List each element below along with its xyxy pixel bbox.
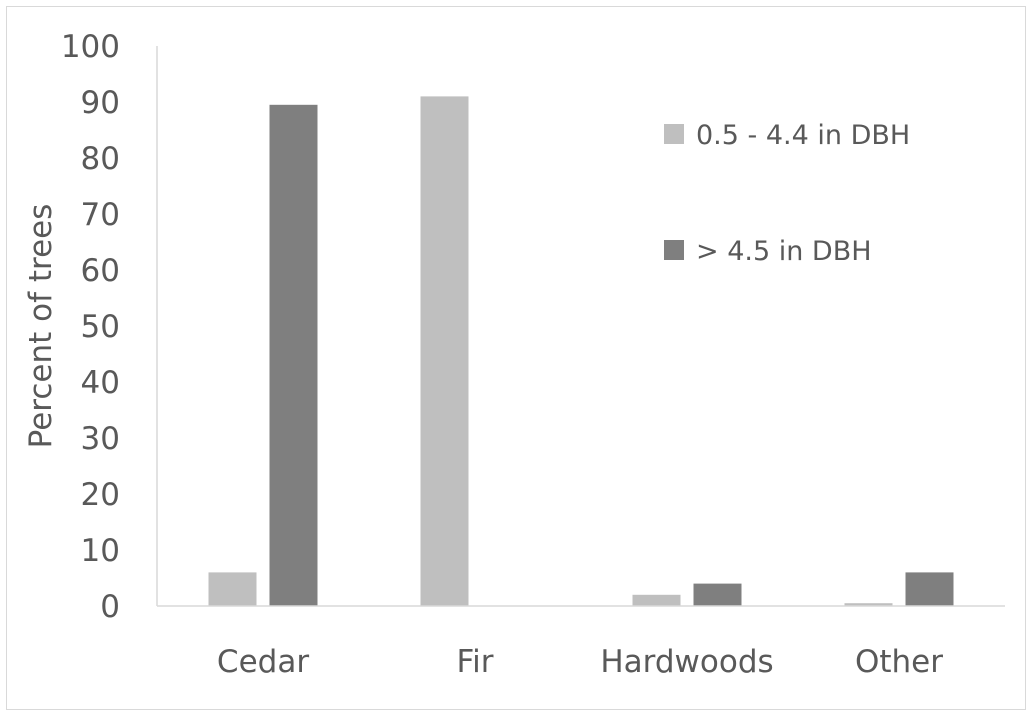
x-tick-label: Hardwoods (600, 644, 773, 680)
x-tick-label: Other (855, 644, 943, 680)
y-axis-title: Percent of trees (23, 204, 59, 449)
y-tick-label: 90 (81, 85, 120, 121)
y-tick-label: 60 (81, 253, 120, 289)
legend: 0.5 - 4.4 in DBH > 4.5 in DBH (664, 120, 910, 267)
y-tick-label: 40 (81, 365, 120, 401)
legend-label-2: > 4.5 in DBH (696, 236, 872, 267)
axes (156, 46, 1005, 607)
legend-swatch-2 (664, 240, 684, 260)
bars (208, 96, 954, 607)
y-axis-ticks: 0 10 20 30 40 50 60 70 80 90 100 (61, 29, 120, 625)
legend-swatch-1 (664, 124, 684, 144)
bar-cedar-series-1 (208, 572, 257, 606)
y-tick-label: 50 (81, 309, 120, 345)
y-axis-title-group: Percent of trees (23, 204, 59, 449)
bar-other-series-1 (844, 603, 893, 606)
y-tick-label: 30 (81, 421, 120, 457)
bar-fir-series-1 (420, 96, 469, 607)
x-tick-label: Fir (457, 644, 494, 680)
y-tick-label: 20 (81, 477, 120, 513)
x-axis-ticks: Cedar Fir Hardwoods Other (217, 644, 943, 680)
y-tick-label: 70 (81, 197, 120, 233)
chart-frame (6, 6, 1026, 710)
x-tick-label: Cedar (217, 644, 309, 680)
legend-label-1: 0.5 - 4.4 in DBH (696, 120, 910, 151)
bar-hardwoods-series-2 (693, 583, 742, 606)
bar-hardwoods-series-1 (632, 594, 681, 606)
y-tick-label: 100 (61, 29, 120, 65)
y-tick-label: 10 (81, 533, 120, 569)
bar-cedar-series-2 (269, 104, 318, 607)
y-tick-label: 0 (100, 589, 120, 625)
y-tick-label: 80 (81, 141, 120, 177)
bar-other-series-2 (905, 572, 954, 606)
